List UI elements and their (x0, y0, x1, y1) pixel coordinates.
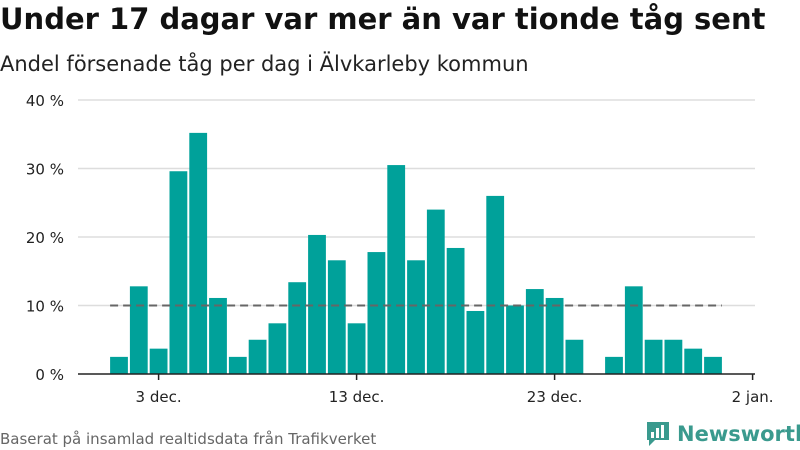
bar (248, 339, 267, 374)
bar (129, 286, 148, 374)
bar (268, 323, 287, 374)
y-tick-label: 40 % (26, 92, 64, 110)
x-tick-label: 2 jan. (732, 388, 774, 406)
brand-name: Newsworthy (677, 422, 800, 446)
y-tick-label: 30 % (26, 161, 64, 179)
bar (189, 132, 208, 374)
bar (704, 356, 722, 374)
bar (426, 209, 445, 374)
bar (684, 348, 703, 374)
bar (506, 305, 524, 374)
bar (605, 356, 623, 374)
bar (466, 310, 485, 374)
bar (624, 286, 643, 374)
bar-chart: 0 % 10 % 20 % 30 % 40 % 3 dec. 13 dec. 23 dec. 2… (26, 92, 774, 406)
source-note: Baserat på insamlad realtidsdata från Tr… (0, 430, 377, 448)
bar (347, 323, 366, 374)
bar (149, 348, 168, 374)
bar (387, 165, 406, 374)
bar (446, 247, 465, 374)
bar (209, 297, 227, 374)
bar (644, 339, 663, 374)
bars (110, 132, 722, 374)
bar (545, 297, 564, 374)
chart-title: Under 17 dagar var mer än var tionde tåg… (0, 2, 766, 36)
brand-logo: Newsworthy (645, 420, 800, 448)
bar (110, 356, 128, 374)
bar (367, 252, 386, 374)
bar (288, 282, 307, 374)
x-tick-label: 3 dec. (136, 388, 182, 406)
axes: 0 % 10 % 20 % 30 % 40 % 3 dec. 13 dec. 23 dec. 2… (26, 92, 774, 406)
x-tick-label: 23 dec. (527, 388, 583, 406)
y-tick-label: 10 % (26, 298, 64, 316)
y-tick-label: 20 % (26, 229, 64, 247)
bar (327, 260, 346, 374)
y-tick-label: 0 % (35, 366, 64, 384)
bar (565, 339, 584, 374)
bar (228, 356, 247, 374)
bar (486, 195, 505, 374)
bar (664, 339, 683, 374)
x-tick-label: 13 dec. (329, 388, 385, 406)
chart-subtitle: Andel försenade tåg per dag i Älvkarleby… (0, 52, 529, 76)
bar (525, 289, 544, 374)
bar-chart-icon (647, 422, 669, 446)
bar (308, 234, 326, 374)
bar (407, 260, 425, 374)
bar (169, 171, 188, 374)
